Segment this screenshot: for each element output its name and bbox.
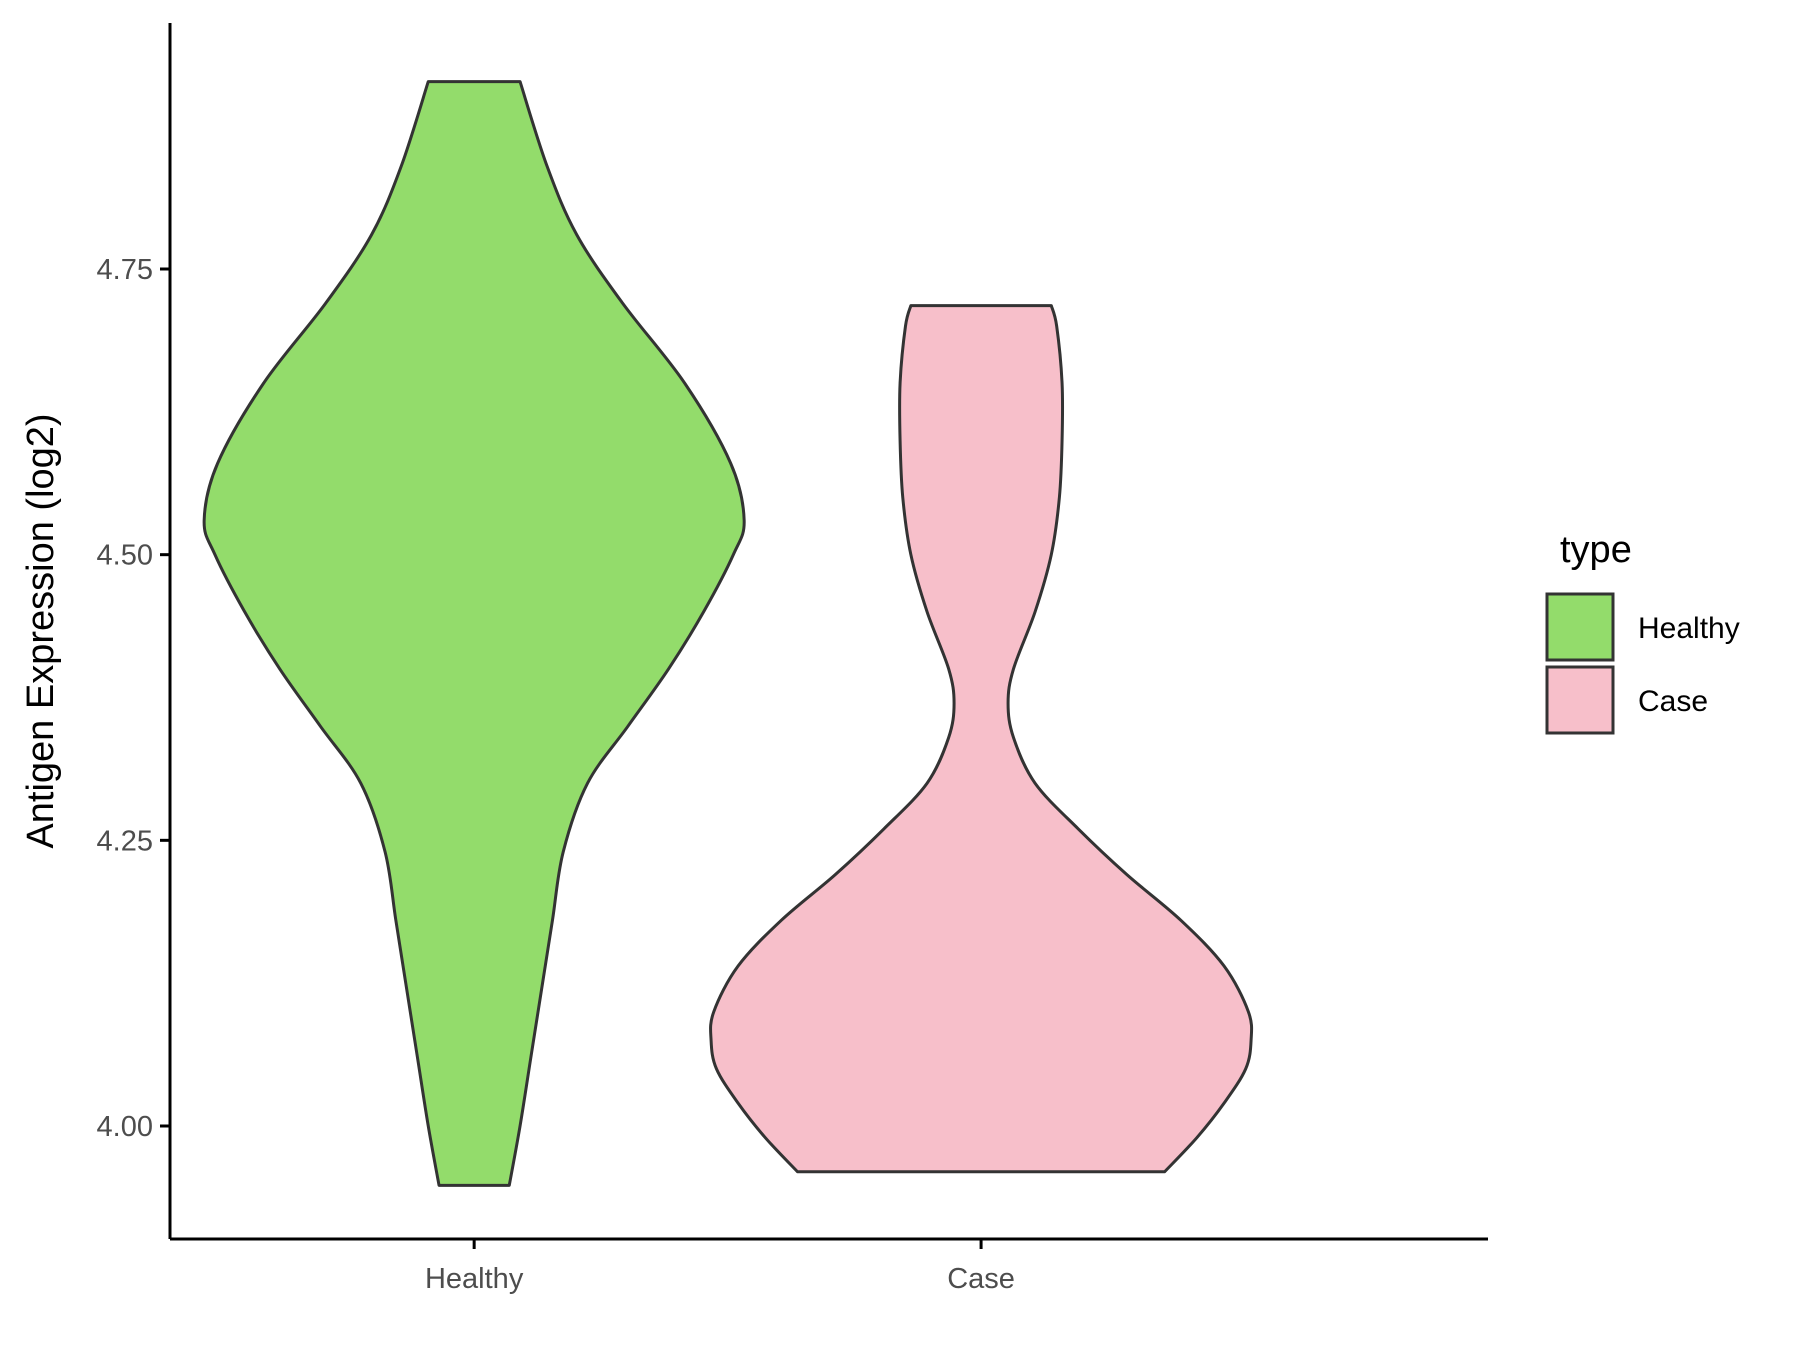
violin-healthy (202, 80, 746, 1187)
legend-label: Case (1638, 685, 1708, 718)
y-tick-label: 4.75 (97, 254, 153, 286)
legend-label: Healthy (1638, 612, 1740, 645)
y-tick-label: 4.25 (97, 825, 153, 857)
violin-case (709, 304, 1254, 1174)
y-axis-title: Antigen Expression (log2) (20, 413, 62, 848)
y-ticks: 4.00 4.25 4.50 4.75 (97, 254, 170, 1143)
y-tick-label: 4.50 (97, 540, 153, 572)
x-tick-label: Healthy (425, 1263, 524, 1295)
x-tick-label: Case (947, 1263, 1015, 1295)
x-ticks: Healthy Case (425, 1239, 1015, 1295)
y-tick-label: 4.00 (97, 1111, 153, 1143)
violins-layer (202, 80, 1254, 1187)
legend-title: type (1560, 529, 1632, 571)
legend-swatch-case (1545, 665, 1615, 735)
legend-swatch-healthy (1545, 592, 1615, 662)
legend: type Healthy Case (1545, 529, 1740, 735)
legend-entries: Healthy Case (1545, 592, 1740, 735)
